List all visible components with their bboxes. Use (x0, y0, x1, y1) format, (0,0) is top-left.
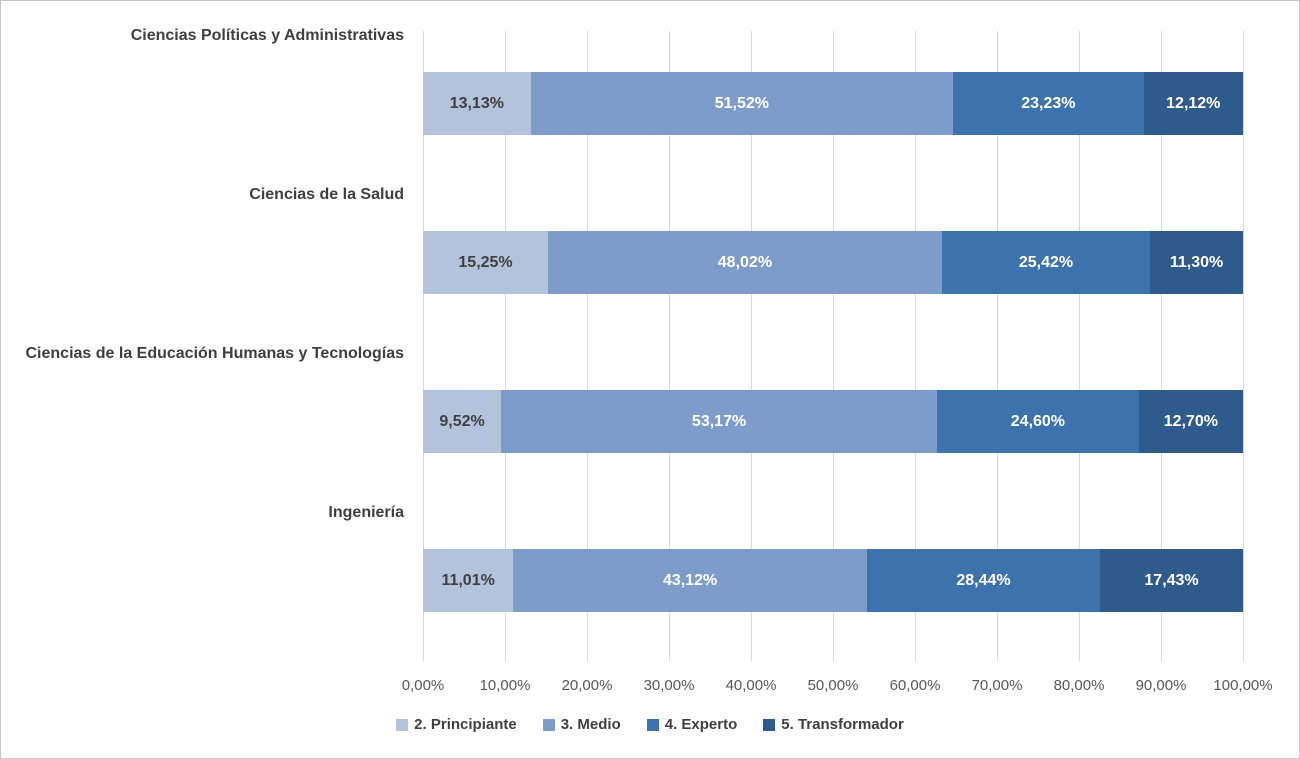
data-label: 15,25% (458, 253, 513, 271)
category-label: Ciencias Políticas y Administrativas (130, 27, 404, 44)
bar-segment: 13,13% (423, 72, 531, 135)
data-label: 12,70% (1163, 412, 1218, 430)
data-label: 11,30% (1169, 253, 1224, 271)
bar-row: 15,25% 48,02% 25,42% 11,30% (423, 231, 1243, 294)
data-label: 53,17% (691, 412, 747, 430)
legend-label: 4. Experto (664, 716, 738, 733)
plot-area: 13,13% 51,52% 23,23% 12,12% 15,25% 48,02% 25,4… (423, 31, 1244, 661)
bar-segment: 17,43% (1100, 549, 1243, 612)
gridline (1243, 31, 1244, 661)
x-tick-label: 60,00% (889, 677, 941, 694)
data-label: 48,02% (717, 253, 773, 271)
x-tick-label: 80,00% (1053, 677, 1105, 694)
gridline (505, 31, 506, 661)
x-tick-label: 100,00% (1213, 677, 1273, 694)
gridline (1079, 31, 1080, 661)
category-label: Ciencias de la Salud (249, 186, 404, 203)
gridline (751, 31, 752, 661)
bar-segment: 11,01% (423, 549, 514, 612)
data-label: 24,60% (1010, 412, 1066, 430)
gridline (1161, 31, 1162, 661)
x-tick-label: 10,00% (479, 677, 531, 694)
x-tick-label: 40,00% (725, 677, 777, 694)
bar-segment: 28,44% (866, 549, 1101, 612)
bar-row: 11,01% 43,12% 28,44% 17,43% (423, 549, 1243, 612)
legend-item: 3. Medio (542, 716, 621, 733)
data-label: 25,42% (1018, 253, 1074, 271)
bar-segment: 43,12% (513, 549, 867, 612)
data-label: 11,01% (441, 571, 495, 589)
legend-item: 4. Experto (646, 716, 738, 733)
data-label: 23,23% (1021, 94, 1076, 112)
bar-segment: 24,60% (937, 390, 1139, 453)
legend-swatch-icon (763, 718, 776, 731)
bar-row: 13,13% 51,52% 23,23% 12,12% (423, 72, 1243, 135)
data-label: 9,52% (439, 412, 485, 430)
bar-segment: 23,23% (953, 72, 1144, 135)
legend-label: 3. Medio (560, 716, 621, 733)
bar-segment: 12,12% (1143, 72, 1243, 135)
legend-swatch-icon (646, 718, 659, 731)
data-label: 43,12% (662, 571, 718, 589)
data-label: 17,43% (1144, 571, 1199, 589)
x-tick-label: 70,00% (971, 677, 1023, 694)
legend: 2. Principiante 3. Medio 4. Experto 5. Tran… (1, 716, 1299, 733)
x-axis: 0,00% 10,00% 20,00% 30,00% 40,00% 50,00% 60,00… (1, 677, 1299, 697)
legend-item: 5. Transformador (763, 716, 904, 733)
category-label: Ingeniería (328, 504, 404, 521)
data-label: 12,12% (1166, 94, 1221, 112)
data-label: 13,13% (449, 94, 504, 112)
legend-swatch-icon (396, 718, 409, 731)
category-axis: Ciencias Políticas y Administrativas Cien… (1, 1, 406, 758)
bar-segment: 11,30% (1150, 231, 1243, 294)
bar-segment: 51,52% (530, 72, 954, 135)
data-label: 51,52% (714, 94, 770, 112)
bar-segment: 9,52% (423, 390, 502, 453)
bar-segment: 25,42% (941, 231, 1151, 294)
bar-row: 9,52% 53,17% 24,60% 12,70% (423, 390, 1243, 453)
x-tick-label: 50,00% (807, 677, 859, 694)
bar-segment: 53,17% (501, 390, 938, 453)
legend-label: 5. Transformador (781, 716, 904, 733)
gridline (423, 31, 424, 661)
legend-item: 2. Principiante (396, 716, 517, 733)
bar-segment: 12,70% (1138, 390, 1243, 453)
gridline (833, 31, 834, 661)
category-label: Ciencias de la Educación Humanas y Tecno… (25, 345, 405, 362)
gridline (669, 31, 670, 661)
x-tick-label: 0,00% (401, 677, 445, 694)
data-label: 28,44% (956, 571, 1011, 589)
gridline (587, 31, 588, 661)
bar-segment: 48,02% (548, 231, 942, 294)
gridline (997, 31, 998, 661)
gridline (915, 31, 916, 661)
x-tick-label: 90,00% (1135, 677, 1187, 694)
legend-label: 2. Principiante (414, 716, 517, 733)
x-tick-label: 30,00% (643, 677, 695, 694)
x-tick-label: 20,00% (561, 677, 613, 694)
legend-swatch-icon (542, 718, 555, 731)
bar-segment: 15,25% (423, 231, 549, 294)
